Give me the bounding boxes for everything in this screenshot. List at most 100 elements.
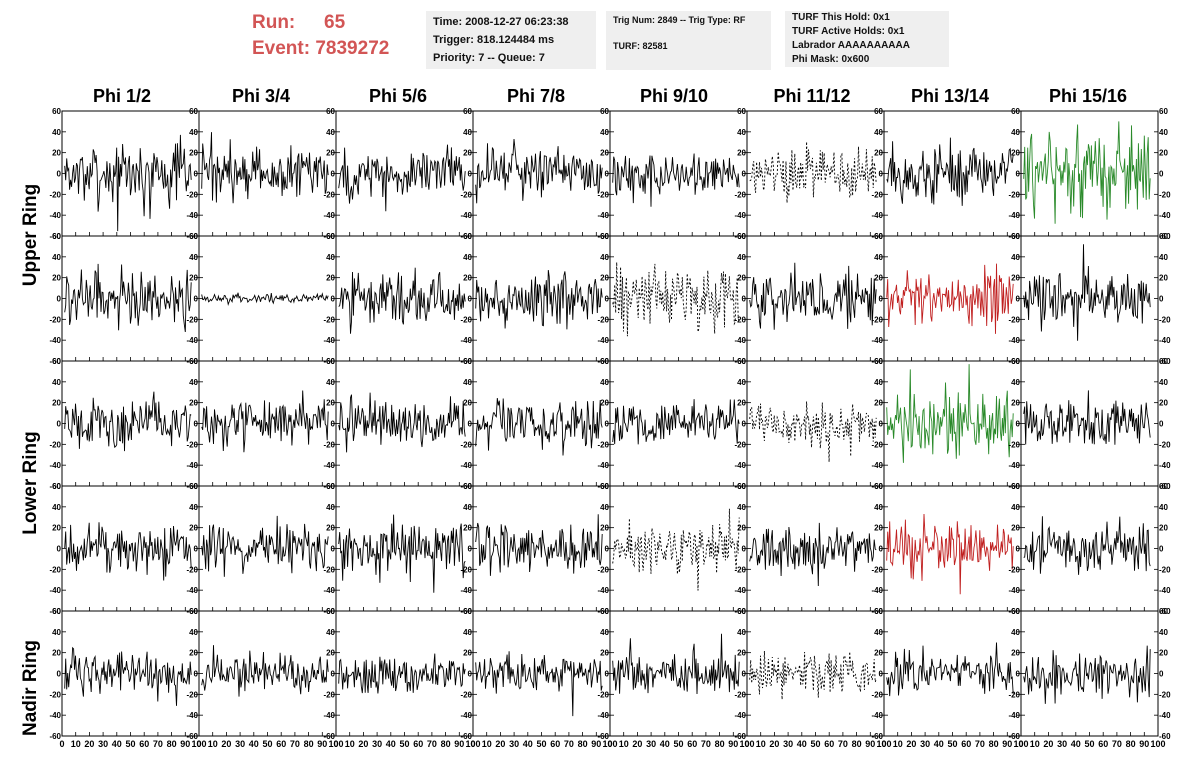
- y-tick-label: 40: [1011, 128, 1020, 137]
- y-tick-label: -20: [1159, 315, 1171, 324]
- x-tick-label: 90: [1139, 739, 1149, 749]
- y-tick-label: 60: [874, 107, 883, 116]
- x-tick-label: 40: [386, 739, 396, 749]
- x-tick-label: 70: [427, 739, 437, 749]
- y-tick-label: 60: [52, 232, 61, 241]
- y-tick-label: -40: [1159, 211, 1171, 220]
- y-tick-label: 20: [600, 399, 609, 408]
- y-tick-label: 40: [737, 503, 746, 512]
- x-tick-label: 0: [607, 739, 612, 749]
- y-tick-label: 0: [605, 420, 610, 429]
- y-tick-label: 0: [879, 420, 884, 429]
- y-tick-label: 20: [600, 649, 609, 658]
- y-tick-label: 0: [742, 545, 747, 554]
- y-tick-label: 0: [605, 670, 610, 679]
- y-tick-label: 40: [1159, 128, 1168, 137]
- y-tick-label: 20: [189, 399, 198, 408]
- y-tick-label: 60: [463, 607, 472, 616]
- x-tick-label: 30: [372, 739, 382, 749]
- panel-frame: [198, 235, 337, 362]
- y-tick-label: -40: [186, 461, 198, 470]
- x-tick-label: 100: [1013, 739, 1028, 749]
- waveform-trace: [886, 364, 1014, 463]
- y-tick-label: -60: [1159, 482, 1171, 491]
- y-tick-label: 20: [737, 649, 746, 658]
- y-tick-label: -40: [460, 461, 472, 470]
- x-tick-label: 30: [920, 739, 930, 749]
- y-tick-label: -20: [49, 315, 61, 324]
- waveform-trace: [475, 397, 603, 456]
- y-tick-label: 20: [600, 524, 609, 533]
- x-tick-label: 10: [345, 739, 355, 749]
- y-tick-label: -20: [323, 690, 335, 699]
- panel-frame: [883, 610, 1022, 737]
- y-tick-label: 60: [326, 232, 335, 241]
- y-tick-label: -60: [49, 232, 61, 241]
- event-value: 7839272: [315, 38, 390, 59]
- waveform-trace: [201, 132, 329, 204]
- y-tick-label: -20: [323, 315, 335, 324]
- x-tick-label: 60: [824, 739, 834, 749]
- waveform-trace: [612, 633, 740, 695]
- y-tick-label: 60: [189, 357, 198, 366]
- y-tick-label: -40: [49, 586, 61, 595]
- x-tick-label: 50: [536, 739, 546, 749]
- y-tick-label: -60: [734, 732, 746, 741]
- y-tick-label: 0: [57, 670, 62, 679]
- y-tick-label: -40: [1008, 461, 1020, 470]
- x-tick-label: 0: [470, 739, 475, 749]
- y-tick-label: -20: [186, 440, 198, 449]
- y-tick-label: -40: [460, 336, 472, 345]
- waveform-trace: [201, 515, 329, 577]
- y-tick-label: 60: [737, 232, 746, 241]
- y-tick-label: 40: [737, 378, 746, 387]
- y-tick-label: 60: [326, 357, 335, 366]
- x-tick-label: 20: [358, 739, 368, 749]
- y-tick-label: -60: [49, 607, 61, 616]
- y-tick-label: 0: [742, 170, 747, 179]
- x-tick-label: 50: [947, 739, 957, 749]
- y-tick-label: -40: [323, 586, 335, 595]
- x-tick-label: 30: [509, 739, 519, 749]
- y-tick-label: 40: [189, 628, 198, 637]
- y-tick-label: 0: [879, 295, 884, 304]
- y-tick-label: 0: [1016, 670, 1021, 679]
- y-tick-label: -40: [323, 336, 335, 345]
- y-tick-label: 0: [194, 170, 199, 179]
- y-tick-label: 20: [600, 149, 609, 158]
- x-tick-label: 0: [744, 739, 749, 749]
- y-tick-label: 20: [737, 274, 746, 283]
- y-tick-label: 60: [874, 607, 883, 616]
- y-tick-label: -20: [734, 190, 746, 199]
- y-tick-label: 60: [600, 482, 609, 491]
- y-tick-label: -20: [871, 440, 883, 449]
- y-tick-label: 40: [326, 503, 335, 512]
- waveform-trace: [1023, 244, 1151, 341]
- labrador-text: Labrador AAAAAAAAAA: [792, 40, 910, 51]
- waveform-trace: [338, 392, 466, 453]
- y-tick-label: 60: [1011, 357, 1020, 366]
- y-tick-label: 60: [737, 607, 746, 616]
- y-tick-label: -20: [1008, 565, 1020, 574]
- y-tick-label: -40: [597, 336, 609, 345]
- y-tick-label: -20: [1008, 315, 1020, 324]
- y-tick-label: 60: [52, 357, 61, 366]
- y-tick-label: -20: [1008, 690, 1020, 699]
- y-tick-label: -40: [49, 461, 61, 470]
- x-tick-label: 30: [235, 739, 245, 749]
- run-value: 65: [324, 12, 346, 33]
- y-tick-label: 0: [879, 170, 884, 179]
- x-tick-label: 30: [1057, 739, 1067, 749]
- y-tick-label: 0: [468, 670, 473, 679]
- y-tick-label: -60: [1159, 232, 1171, 241]
- y-tick-label: 0: [1016, 170, 1021, 179]
- waveform-trace: [64, 646, 192, 706]
- y-tick-label: 20: [737, 149, 746, 158]
- waveform-trace: [886, 137, 1014, 206]
- y-tick-label: 0: [742, 670, 747, 679]
- x-tick-label: 90: [865, 739, 875, 749]
- y-tick-label: 60: [1011, 482, 1020, 491]
- y-tick-label: 0: [742, 420, 747, 429]
- x-tick-label: 100: [328, 739, 343, 749]
- y-tick-label: -40: [871, 461, 883, 470]
